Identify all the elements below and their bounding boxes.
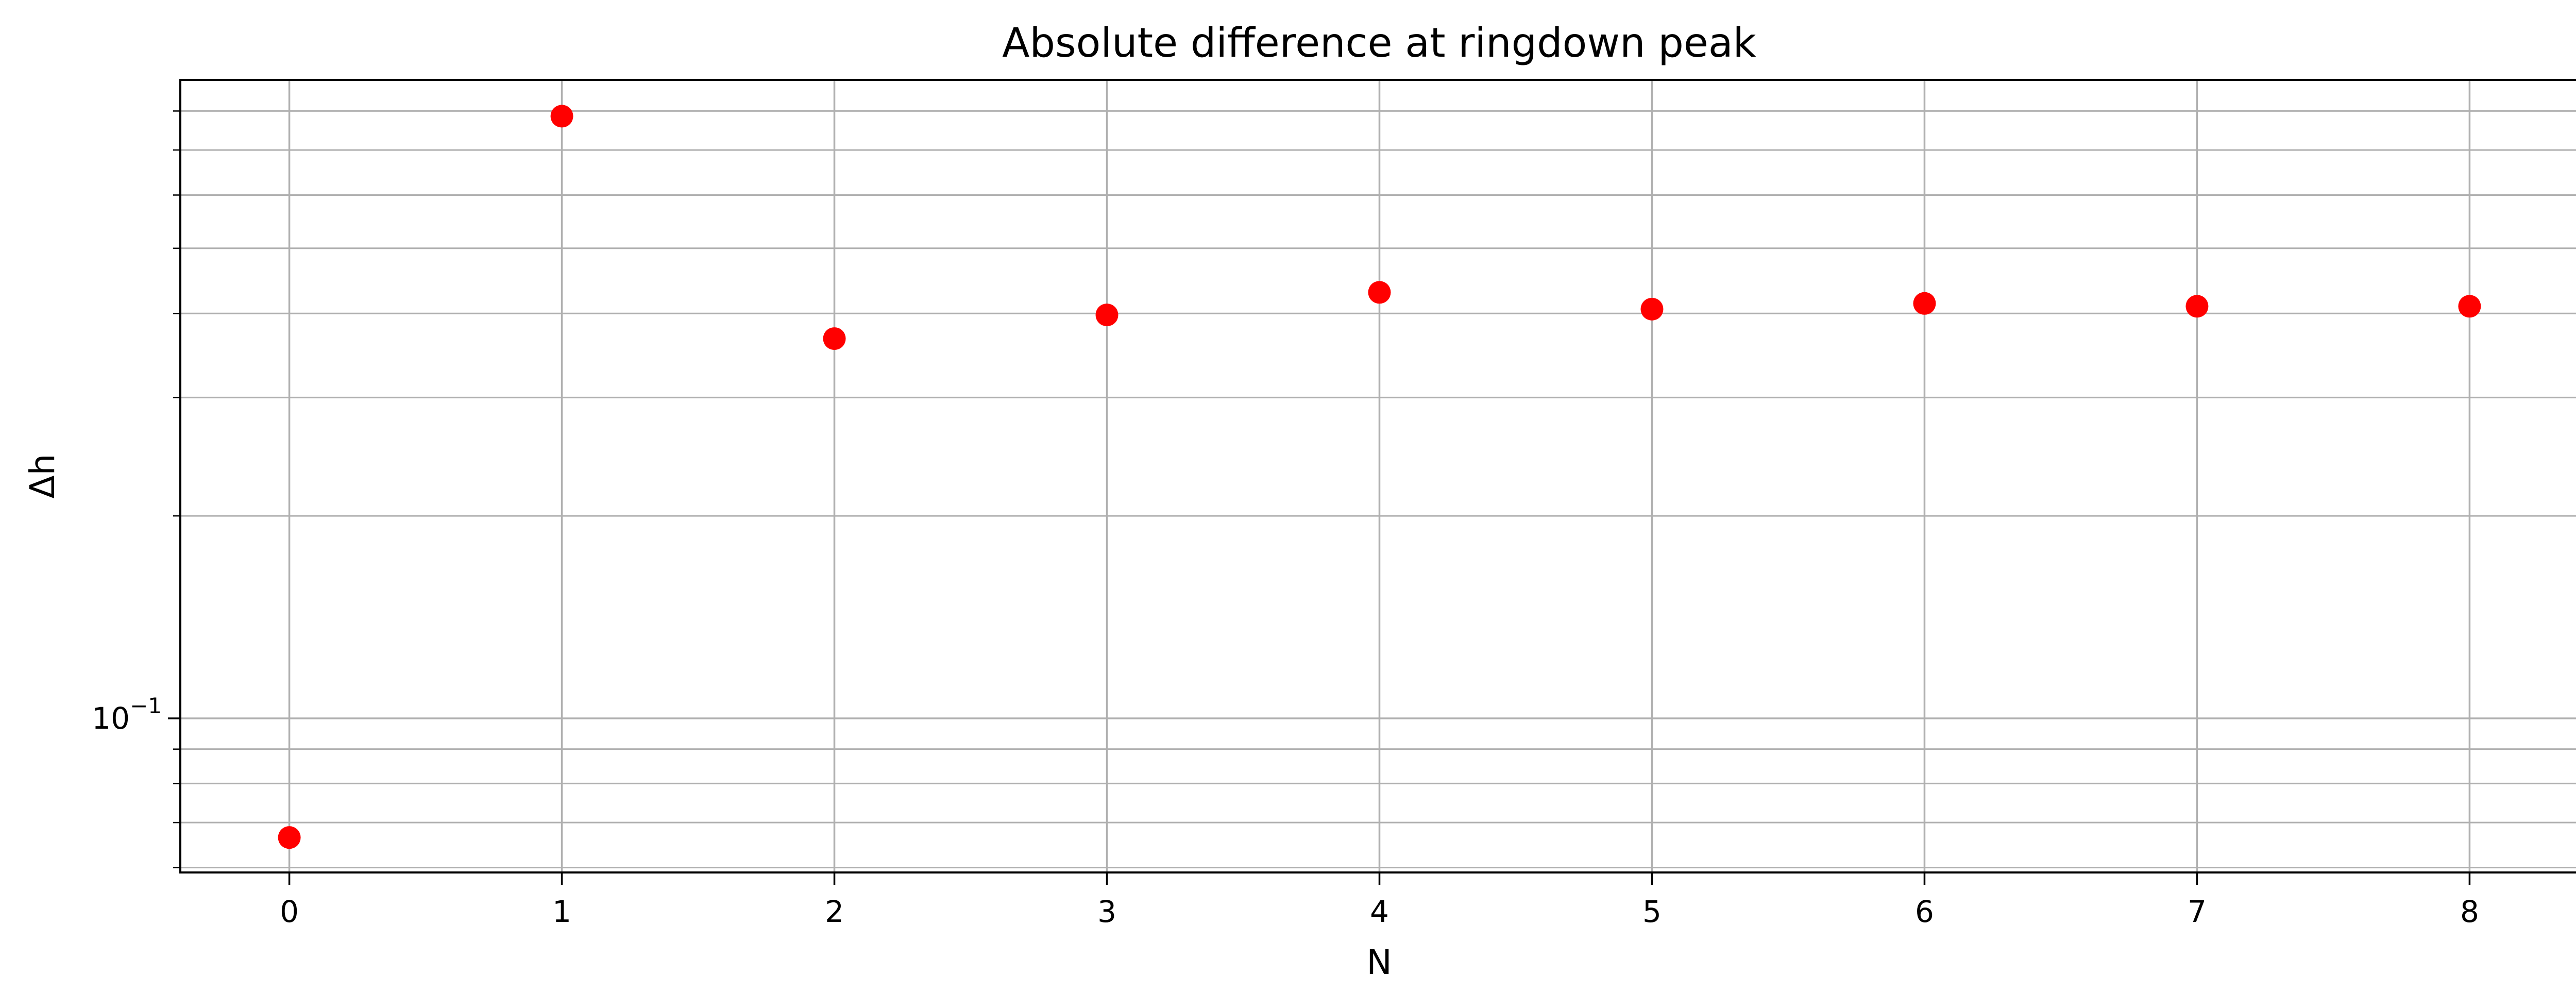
data-point — [1913, 292, 1936, 315]
y-axis-label: Δh — [23, 454, 62, 499]
x-tick-label: 5 — [1642, 894, 1662, 929]
data-point — [1368, 281, 1391, 304]
data-points — [278, 105, 2481, 849]
chart-title: Absolute difference at ringdown peak — [1002, 20, 1756, 66]
x-tick-label: 2 — [825, 894, 844, 929]
x-tick-label: 0 — [280, 894, 299, 929]
grid-lines — [180, 80, 2576, 872]
x-tick-label: 4 — [1370, 894, 1389, 929]
data-point — [550, 105, 573, 128]
data-point — [278, 826, 301, 849]
y-axis-ticks: 10−1 — [92, 110, 180, 868]
y-tick-label: 10−1 — [92, 693, 162, 736]
data-point — [2458, 295, 2481, 318]
x-tick-label: 8 — [2460, 894, 2479, 929]
y-tick-base: 10 — [92, 701, 130, 736]
x-tick-label: 7 — [2188, 894, 2207, 929]
x-axis-ticks: 0 1 2 3 4 5 6 7 8 — [280, 872, 2479, 929]
x-tick-label: 3 — [1097, 894, 1116, 929]
data-point — [2185, 295, 2209, 318]
x-tick-label: 6 — [1915, 894, 1934, 929]
data-point — [1640, 297, 1664, 321]
y-tick-exponent: −1 — [130, 693, 162, 718]
data-point — [823, 327, 846, 350]
data-point — [1095, 304, 1118, 327]
x-tick-label: 1 — [552, 894, 571, 929]
x-axis-label: N — [1366, 943, 1392, 982]
